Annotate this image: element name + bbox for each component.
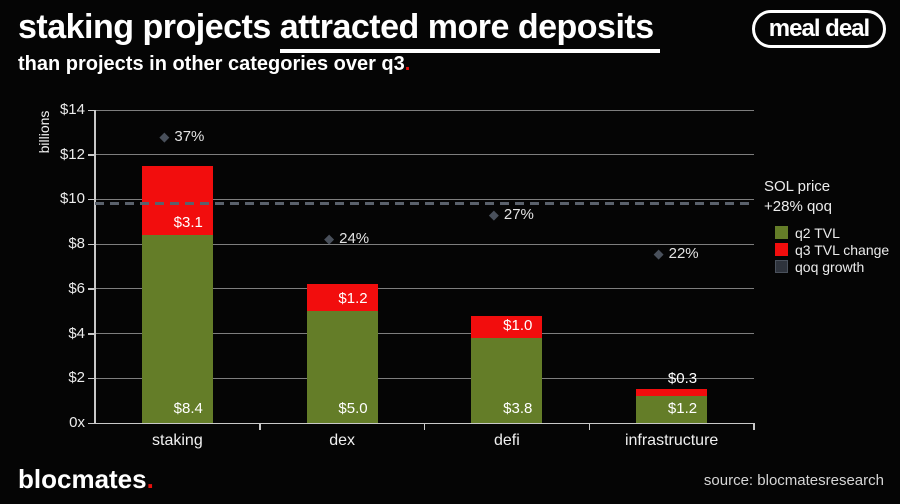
subtitle-period: . [404, 53, 411, 75]
sol-price-annotation-line2: +28% qoq [764, 198, 832, 215]
title-plain: staking projects [18, 8, 280, 46]
legend-label: q2 TVL [795, 224, 840, 241]
x-tick-mark [753, 423, 755, 430]
bar-value-q2: $1.2 [667, 400, 698, 417]
qoq-growth-marker: ◆ 22% [654, 245, 699, 263]
bar-value-q3: $0.3 [667, 370, 698, 388]
page-title: staking projects attracted more deposits [18, 8, 660, 53]
x-tick-mark [259, 423, 261, 430]
y-tick-mark [88, 377, 95, 380]
bar-q3-defi [471, 315, 543, 339]
qoq-growth-marker: ◆ 24% [324, 229, 369, 247]
y-tick-label: $2 [68, 369, 85, 387]
bar-value-q3: $1.0 [503, 317, 533, 335]
gridline [95, 377, 754, 379]
page-subtitle: than projects in other categories over q… [18, 53, 410, 76]
qoq-growth-marker: ◆ 27% [489, 206, 534, 224]
bar-value-q3: $3.1 [173, 214, 203, 232]
gridline [95, 243, 754, 245]
bar-q2-infrastructure [636, 396, 708, 423]
bar-value-q2: $8.4 [173, 400, 203, 417]
meal-deal-logo-text: meal deal [768, 15, 870, 42]
y-tick-label: 0x [69, 414, 85, 431]
sol-price-annotation-line1: SOL price [764, 178, 831, 195]
bar-q3-dex [306, 284, 378, 312]
meal-deal-logo: meal deal [752, 10, 886, 48]
blocmates-logo-period: . [146, 464, 154, 494]
y-axis-title: billions [36, 110, 52, 154]
legend-item-q3-tvl-change: q3 TVL change [775, 241, 890, 258]
gridline [95, 288, 754, 290]
qoq-growth-value: 22% [668, 245, 699, 263]
y-tick-label: $8 [68, 235, 85, 253]
y-tick-label: $14 [59, 101, 85, 118]
legend-label: q3 TVL change [795, 241, 890, 258]
blocmates-logo-text: blocmates [18, 464, 147, 494]
y-tick-mark [88, 198, 95, 201]
y-tick-mark [88, 109, 95, 111]
y-tick-label: $10 [59, 190, 85, 208]
bar-q3-infrastructure [636, 389, 708, 397]
sol-price-annotation: SOL price +28% qoq [764, 177, 832, 217]
bar-value-q2: $3.8 [503, 400, 533, 417]
category-label-dex: dex [329, 432, 356, 449]
qoq-growth-marker: ◆ 37% [159, 127, 204, 145]
y-tick-label: $6 [68, 279, 85, 297]
bar-q2-staking [141, 235, 213, 423]
sol-price-dashed-line [95, 202, 754, 206]
diamond-icon: ◆ [488, 207, 499, 223]
x-tick-mark [423, 423, 426, 430]
y-tick-mark [88, 333, 95, 335]
y-tick-label: $12 [59, 145, 85, 163]
diamond-icon: ◆ [159, 128, 170, 144]
y-tick-label: $4 [68, 324, 85, 342]
gridline [95, 109, 754, 111]
qoq-growth-value: 37% [174, 127, 205, 145]
bar-value-q3: $1.2 [338, 290, 368, 308]
diamond-icon: ◆ [653, 246, 664, 262]
y-tick-mark [88, 422, 95, 424]
subtitle-text: than projects in other categories over q… [18, 53, 405, 75]
category-label-staking: staking [152, 432, 203, 449]
legend: q2 TVL q3 TVL change qoq growth [775, 224, 890, 275]
diamond-icon: ◆ [324, 230, 335, 246]
q2-tvl-swatch-icon [775, 226, 788, 239]
blocmates-logo: blocmates. [18, 464, 154, 495]
qoq-growth-value: 27% [503, 206, 534, 224]
bar-q2-dex [306, 311, 378, 423]
bar-value-q2: $5.0 [338, 400, 368, 417]
x-tick-mark [588, 423, 590, 430]
bar-q2-defi [471, 338, 543, 423]
y-tick-mark [88, 288, 95, 290]
bar-q3-staking [141, 165, 213, 236]
title-underlined: attracted more deposits [279, 8, 660, 53]
q3-tvl-change-swatch-icon [775, 243, 788, 256]
legend-item-q2-tvl: q2 TVL [775, 224, 889, 241]
qoq-growth-swatch-icon [775, 260, 788, 273]
category-label-defi: defi [493, 432, 520, 449]
qoq-growth-value: 24% [339, 229, 370, 247]
legend-label: qoq growth [795, 258, 865, 275]
y-tick-mark [88, 154, 95, 156]
source-credit: source: blocmatesresearch [703, 472, 884, 489]
gridline [95, 333, 754, 335]
gridline [95, 198, 754, 200]
gridline [95, 154, 754, 156]
legend-item-qoq-growth: qoq growth [775, 258, 889, 275]
y-tick-mark [88, 243, 95, 246]
category-label-infrastructure: infrastructure [624, 432, 719, 449]
y-axis-line [94, 110, 96, 424]
